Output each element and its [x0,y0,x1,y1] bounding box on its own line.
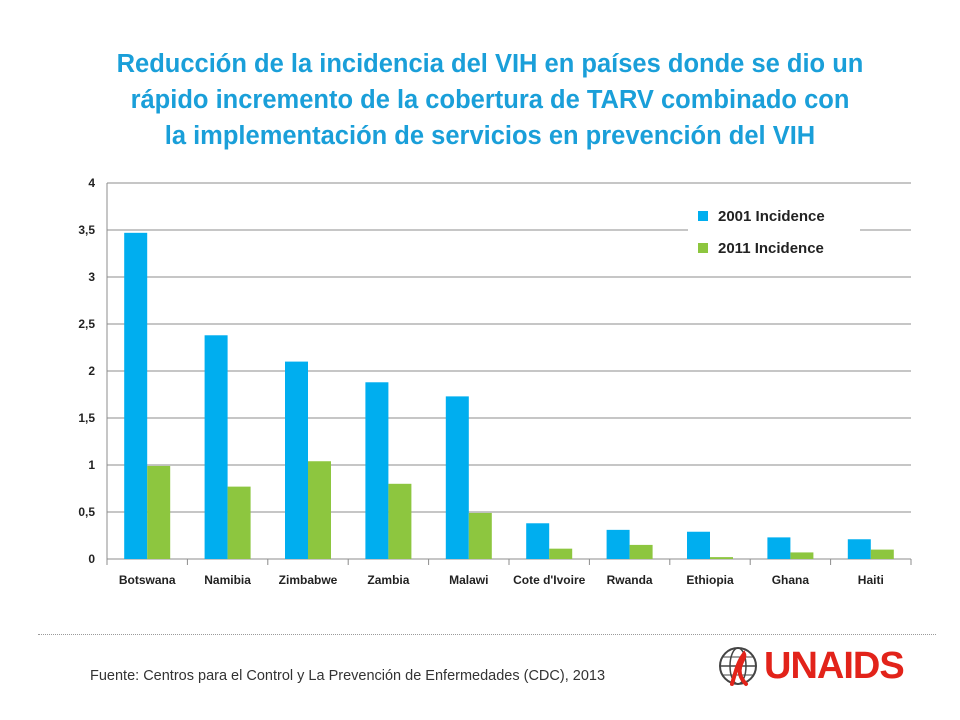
chart-title-line-3: la implementación de servicios en preven… [164,122,816,150]
legend-item-2011: 2011 Incidence [698,235,824,261]
bar-2001-cote-d-ivoire [526,523,550,559]
bar-2011-ghana [790,552,814,559]
bar-2001-haiti [847,539,871,559]
chart-title-line-2: rápido incremento de la cobertura de TAR… [130,86,850,114]
un-emblem-icon [719,647,757,686]
bar-2001-botswana [124,232,148,559]
x-tick-label: Namibia [204,573,251,587]
bar-2001-malawi [445,396,469,559]
bar-chart: 0 0,5 1 1,5 2 2,5 3 3,5 4 Botswana Namibia Zimbabwe… [78,176,912,587]
bar-2001-ghana [767,537,791,559]
x-tick-label: Ethiopia [686,573,734,587]
chart-legend: 2001 Incidence 2011 Incidence [688,198,860,268]
bar-2011-rwanda [629,544,653,559]
footer-divider [38,634,936,635]
bar-2011-ethiopia [710,557,733,559]
x-tick-label: Zambia [367,573,409,587]
source-citation: Fuente: Centros para el Control y La Pre… [90,668,606,684]
bar-2001-zimbabwe [285,361,308,559]
bar-2001-rwanda [606,529,630,559]
unaids-logo-text: UNAIDS [764,645,905,687]
x-tick-label: Botswana [119,573,176,587]
y-tick-label: 3,5 [78,223,95,237]
x-tick-label: Zimbabwe [279,573,338,587]
bar-2001-namibia [204,335,228,559]
legend-swatch-2001 [698,211,708,221]
legend-item-2001: 2001 Incidence [698,203,825,229]
y-tick-label: 0,5 [78,505,95,519]
bar-2011-zambia [388,483,412,559]
x-tick-label: Ghana [772,573,810,587]
x-tick-label: Haiti [858,573,884,587]
bar-2001-zambia [365,382,389,559]
bar-2001-ethiopia [687,531,710,559]
y-tick-label: 0 [88,552,95,566]
bar-2011-zimbabwe [308,461,331,559]
y-tick-label: 2,5 [78,317,95,331]
y-tick-label: 4 [88,176,95,190]
legend-label-2001: 2001 Incidence [718,207,825,225]
x-tick-label: Rwanda [607,573,653,587]
legend-swatch-2011 [698,243,708,253]
y-tick-label: 2 [88,364,95,378]
bar-2011-haiti [870,549,894,559]
bar-2011-malawi [468,512,492,559]
legend-label-2011: 2011 Incidence [718,239,824,257]
y-tick-label: 3 [88,270,95,284]
x-tick-label: Malawi [449,573,488,587]
chart-title-line-1: Reducción de la incidencia del VIH en pa… [116,50,864,78]
y-tick-label: 1,5 [78,411,95,425]
x-tick-label: Cote d'Ivoire [513,573,586,587]
bar-2011-cote-d-ivoire [549,548,573,559]
unaids-logo: UNAIDS [716,644,916,688]
chart-title: Reducción de la incidencia del VIH en pa… [60,46,920,154]
y-tick-label: 1 [88,458,95,472]
bar-2011-botswana [147,465,171,559]
bar-2011-namibia [227,486,251,559]
